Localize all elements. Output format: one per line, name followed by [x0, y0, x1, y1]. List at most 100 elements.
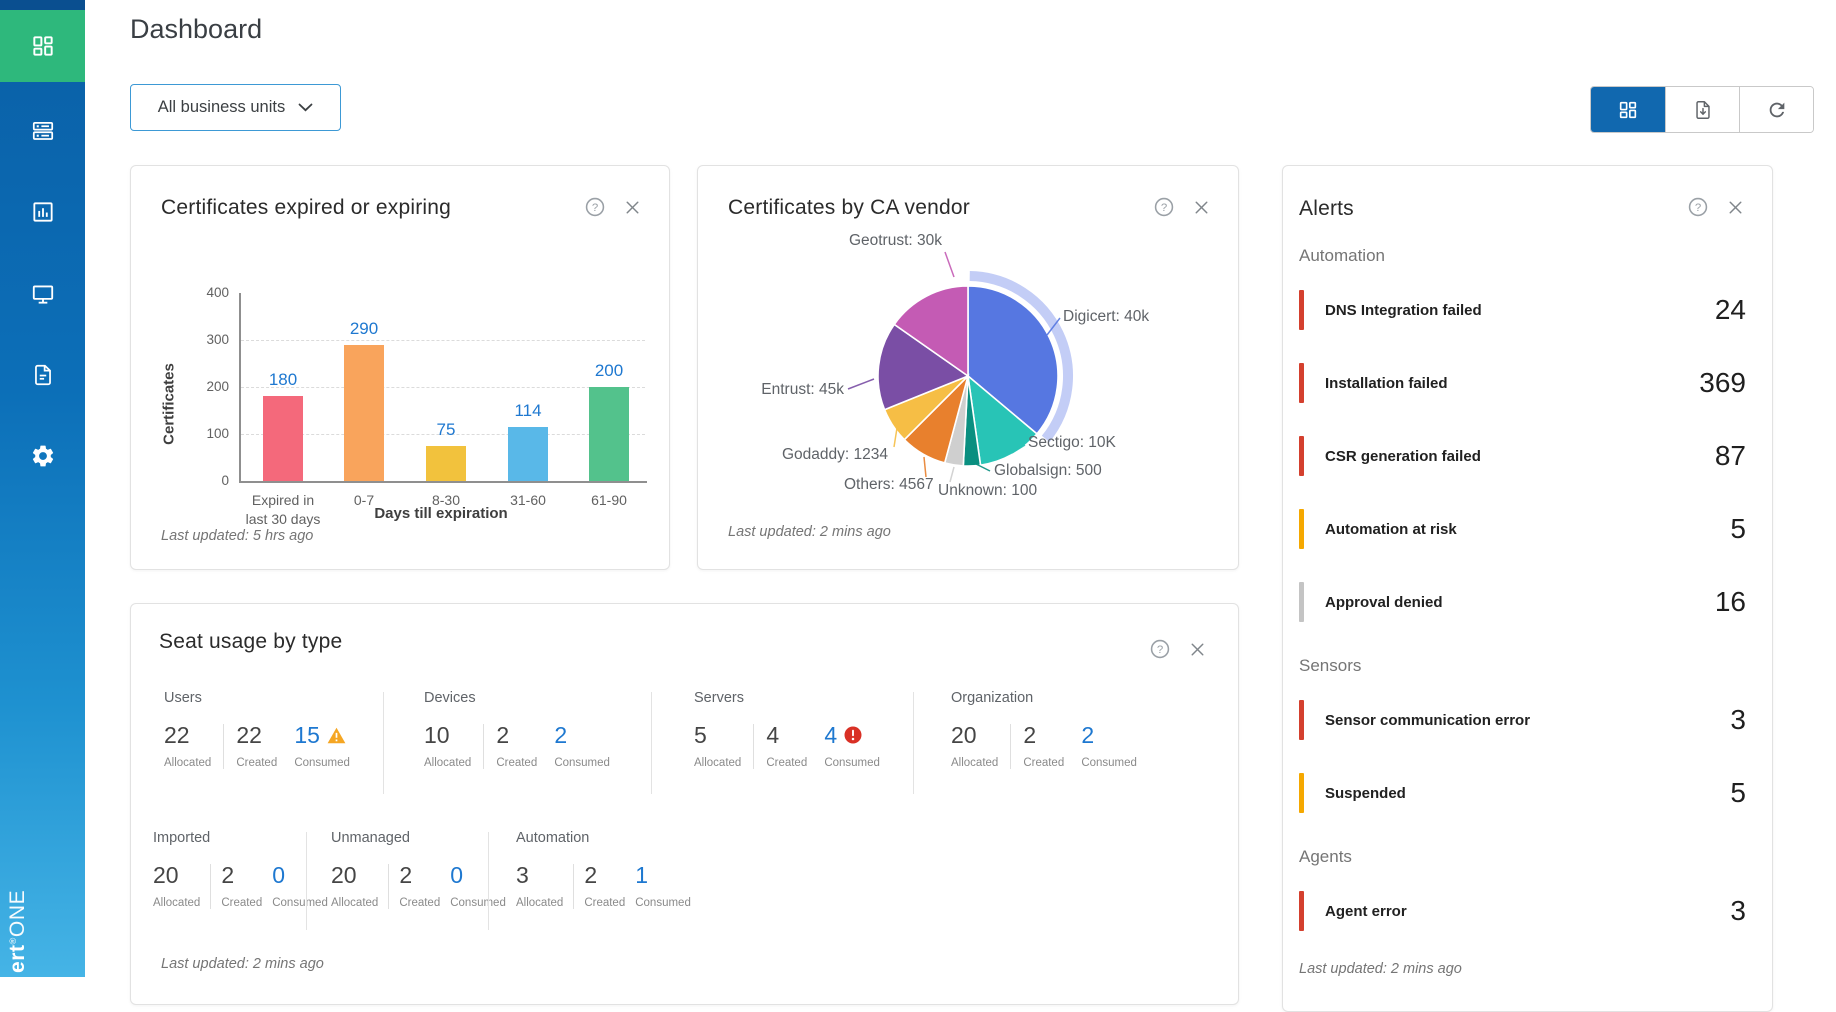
pie-slice-digicert[interactable] [967, 285, 1059, 435]
bar-segment[interactable] [426, 445, 466, 481]
pie-label-sectigo: Sectigo: 10K [1028, 434, 1116, 451]
y-axis-tick: 300 [206, 332, 229, 347]
x-axis-line [239, 481, 647, 483]
alert-row[interactable]: CSR generation failed 87 [1299, 436, 1746, 476]
card-certificates-expiring: Certificates expired or expiring ? Certi… [130, 165, 670, 570]
stat-consumed: 4 Consumed [824, 722, 880, 770]
help-icon[interactable]: ? [1149, 638, 1171, 660]
bar-segment[interactable] [344, 344, 384, 481]
stat-allocated: 22 Allocated [164, 721, 211, 770]
x-axis-tick: 8-30 [431, 492, 461, 508]
alert-row[interactable]: DNS Integration failed 24 [1299, 290, 1746, 330]
bar-segment[interactable] [263, 396, 303, 481]
alert-label: Approval denied [1325, 593, 1443, 611]
pie-slice-geotrust[interactable] [893, 285, 969, 378]
severity-bar [1299, 891, 1304, 931]
refresh-button[interactable] [1739, 87, 1813, 132]
close-icon[interactable] [1187, 639, 1208, 660]
grid-view-button[interactable] [1591, 87, 1665, 132]
alert-count: 87 [1714, 440, 1746, 471]
sidebar-item-settings[interactable] [0, 420, 85, 492]
pie-label-leader [923, 456, 927, 478]
alert-row[interactable]: Agent error 3 [1299, 891, 1746, 931]
stat-value: 0 [450, 861, 464, 888]
stat-label: Consumed [272, 897, 328, 909]
stat-label: Consumed [294, 757, 350, 769]
sidebar-item-monitoring[interactable] [0, 258, 85, 330]
settings-icon [30, 443, 56, 469]
pie-label-leader [893, 427, 898, 448]
help-icon[interactable]: ? [1153, 196, 1175, 218]
alert-label: Sensor communication error [1325, 711, 1531, 729]
brand-logo-text: ert [6, 944, 29, 973]
sidebar-item-dashboard[interactable] [0, 10, 85, 82]
stat-label: Allocated [331, 897, 379, 909]
seat-group-label: Users [164, 690, 202, 706]
card-title: Certificates by CA vendor [728, 196, 970, 219]
card-title: Certificates expired or expiring [161, 196, 452, 219]
reports-icon [30, 199, 56, 225]
seat-group-stats: 20 Allocated 2 Created 2 Consumed [951, 722, 1137, 769]
stat-consumed: 15 Consumed [294, 722, 350, 770]
seat-group-stats: 10 Allocated 2 Created 2 Consumed [424, 722, 610, 769]
card-seat-usage: Seat usage by type ? Users 22 Allocated … [130, 603, 1239, 1005]
pie-label-leader [949, 466, 955, 483]
close-icon[interactable] [1191, 197, 1212, 218]
card-alerts: Alerts ? Automation DNS Integration fail… [1282, 165, 1773, 1012]
bar-segment[interactable] [589, 387, 629, 481]
seat-group-devices: Devices 10 Allocated 2 Created 2 Consume… [424, 690, 610, 769]
stat-label: Created [584, 897, 626, 909]
alert-row[interactable]: Sensor communication error 3 [1299, 700, 1746, 740]
group-divider [383, 692, 384, 794]
stat-label: Consumed [450, 897, 506, 909]
sidebar-item-inventory[interactable] [0, 95, 85, 167]
stat-value: 20 [153, 861, 179, 888]
gridline [241, 387, 645, 388]
card-title: Seat usage by type [159, 630, 343, 653]
stat-value: 10 [424, 721, 450, 748]
card-header-icons: ? [584, 196, 643, 218]
bar-value-label: 114 [514, 401, 542, 421]
stat-label: Created [236, 757, 278, 769]
export-report-button[interactable] [1665, 87, 1739, 132]
x-axis-tick: Expired in last 30 days [245, 492, 321, 527]
stat-divider [223, 724, 225, 769]
business-unit-dropdown[interactable]: All business units [130, 84, 341, 131]
pie-slice-entrust[interactable] [877, 323, 970, 411]
stat-allocated: 20 Allocated [331, 861, 379, 910]
alert-row[interactable]: Installation failed 369 [1299, 363, 1746, 403]
seat-group-label: Devices [424, 690, 476, 706]
stat-label: Created [766, 757, 808, 769]
alert-section-label: Sensors [1299, 656, 1362, 675]
alert-label: Installation failed [1325, 374, 1448, 392]
sidebar: ert®ONE [0, 0, 85, 977]
pie-label-globalsign: Globalsign: 500 [994, 462, 1102, 479]
bar-chart-y-axis-label: Certificates [160, 363, 178, 445]
severity-bar [1299, 290, 1304, 330]
bar-segment[interactable] [508, 427, 548, 481]
seat-group-label: Automation [516, 830, 590, 846]
pie-label-godaddy: Godaddy: 1234 [781, 446, 888, 463]
alert-row[interactable]: Suspended 5 [1299, 773, 1746, 813]
page-title: Dashboard [130, 14, 263, 44]
stat-value: 20 [331, 861, 357, 888]
close-icon[interactable] [622, 197, 643, 218]
y-axis-tick: 200 [206, 379, 229, 394]
close-icon[interactable] [1725, 197, 1746, 218]
alert-row[interactable]: Automation at risk 5 [1299, 509, 1746, 549]
help-icon[interactable]: ? [584, 196, 606, 218]
stat-created: 2 Created [399, 862, 440, 910]
stat-value: 22 [164, 721, 190, 748]
stat-consumed: 2 Consumed [1081, 722, 1137, 770]
stat-label: Created [1023, 757, 1065, 769]
sidebar-item-documents[interactable] [0, 339, 85, 411]
alert-count: 3 [1730, 895, 1746, 926]
alert-row[interactable]: Approval denied 16 [1299, 582, 1746, 622]
brand-logo: ert®ONE [6, 890, 30, 973]
help-icon[interactable]: ? [1687, 196, 1709, 218]
stat-label: Consumed [554, 757, 610, 769]
stat-value: 4 [766, 721, 780, 748]
sidebar-item-reports[interactable] [0, 176, 85, 248]
pie-slice-sectigo[interactable] [966, 374, 1039, 467]
alert-label: Suspended [1325, 784, 1406, 802]
